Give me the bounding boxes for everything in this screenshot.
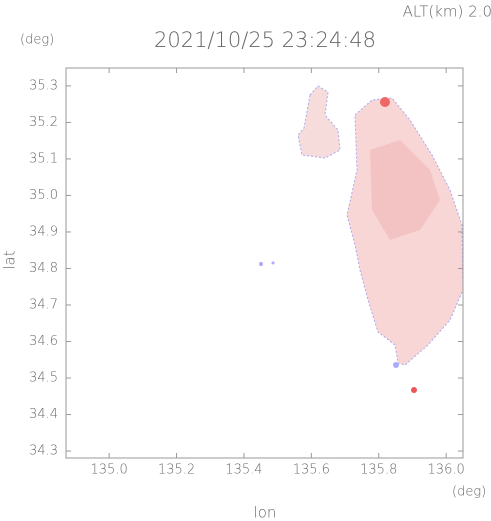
echo-cell [411,387,417,393]
echo-cell [259,262,263,266]
x-tick-label: 135.8 [360,463,397,478]
y-tick-label: 35.3 [29,78,58,93]
plot-frame [65,67,464,459]
echo-cell [393,362,399,368]
x-tick-label: 135.0 [91,463,128,478]
x-tick-label: 135.4 [225,463,262,478]
x-tick-label: 135.6 [293,463,330,478]
y-tick-label: 35.1 [29,151,58,166]
chart-title: 2021/10/25 23:24:48 [154,28,376,52]
echo-cell [271,261,275,265]
y-tick-label: 34.3 [29,444,58,459]
y-tick-label: 35.0 [29,188,58,203]
y-tick-label: 34.4 [29,407,58,422]
echo-area [370,140,440,240]
echo-area [297,85,341,159]
y-tick-label: 34.6 [29,334,58,349]
echo-field [259,85,464,393]
altitude-label: ALT(km) 2.0 [403,3,491,21]
y-tick-label: 34.7 [29,297,58,312]
echo-cell [380,97,390,107]
y-tick-label: 34.5 [29,371,58,386]
y-unit: (deg) [20,33,54,48]
y-tick-label: 34.9 [29,224,58,239]
x-axis-label: lon [254,504,277,521]
x-tick-label: 136.0 [428,463,465,478]
y-tick-label: 35.2 [29,115,58,130]
y-tick-label: 34.8 [29,261,58,276]
x-tick-label: 135.2 [158,463,195,478]
x-unit: (deg) [452,485,486,500]
y-axis-label: lat [1,250,19,269]
